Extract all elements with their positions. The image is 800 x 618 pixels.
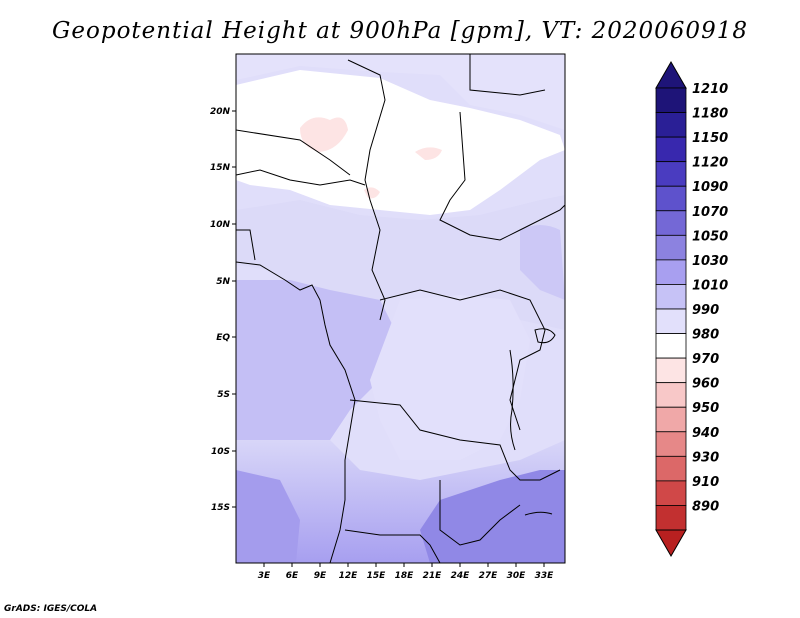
border-libya-egypt — [469, 54, 546, 96]
lon-label: 18E — [395, 571, 415, 581]
field-west-zone — [236, 280, 400, 440]
colorbar-box — [655, 505, 687, 531]
lon-label: 3E — [258, 571, 271, 581]
colorbar-label: 1180 — [692, 107, 728, 122]
border-mali-niger — [236, 129, 351, 176]
colorbar-box — [655, 382, 687, 408]
colorbar-box — [655, 259, 687, 285]
plot-frame — [235, 53, 566, 564]
colorbar-box — [655, 357, 687, 384]
colorbar-box — [655, 308, 687, 334]
footer-credit: GrADS: IGES/COLA — [4, 604, 98, 614]
colorbar-label: 990 — [692, 303, 719, 318]
border-niger-chad — [347, 59, 386, 321]
colorbar-box — [655, 136, 687, 163]
colorbar-label: 1010 — [692, 278, 728, 293]
colorbar-label: 1030 — [692, 254, 728, 269]
colorbar-box — [655, 210, 687, 236]
field-congo-basin — [370, 295, 530, 460]
border-zambia — [439, 480, 521, 546]
field-southeast-zone — [420, 470, 565, 563]
border-drc-south — [349, 399, 561, 481]
colorbar-label: 1210 — [692, 82, 728, 97]
colorbar: 1210 1180 1150 1120 1090 1070 1050 1030 1010 990 9… — [655, 60, 728, 558]
lat-label: 20N — [210, 107, 231, 117]
colorbar-label: 970 — [692, 352, 719, 367]
chart-title: Geopotential Height at 900hPa [gpm], VT:… — [52, 18, 748, 44]
lake-tanganyika — [509, 349, 516, 451]
colorbar-box — [655, 284, 687, 310]
border-angola-namibia — [344, 529, 441, 563]
field-east-highlands — [520, 225, 565, 300]
colorbar-box — [655, 234, 687, 261]
lon-label: 21E — [423, 571, 443, 581]
colorbar-labels: 1210 1180 1150 1120 1090 1070 1050 1030 1010 990 9… — [692, 82, 728, 514]
colorbar-label: 980 — [692, 328, 719, 343]
colorbar-label: 940 — [692, 426, 719, 441]
border-sahel — [236, 169, 366, 186]
colorbar-box — [655, 455, 687, 482]
lon-label: 24E — [451, 571, 471, 581]
field-pink-patch-1 — [300, 117, 348, 152]
colorbar-bottom-arrow — [655, 529, 687, 558]
lat-label: 15S — [211, 503, 230, 513]
colorbar-box — [655, 185, 687, 212]
colorbar-label: 1050 — [692, 229, 728, 244]
colorbar-label: 1150 — [692, 131, 728, 146]
lon-label: 15E — [367, 571, 387, 581]
colorbar-label: 930 — [692, 450, 719, 465]
colorbar-box — [655, 161, 687, 187]
field-north-band — [236, 54, 565, 130]
colorbar-label: 910 — [692, 475, 719, 490]
colorbar-label: 950 — [692, 401, 719, 416]
border-drc-north-east — [379, 289, 546, 431]
lake-kariba — [524, 511, 553, 516]
lon-label: 27E — [479, 571, 499, 581]
lat-label: 5S — [217, 390, 230, 400]
lon-axis: 3E 6E 9E 12E 15E 18E 21E 24E 27E 30E 33E — [258, 563, 554, 581]
colorbar-label: 960 — [692, 377, 719, 392]
lake-victoria — [534, 328, 556, 344]
colorbar-box — [655, 406, 687, 433]
lon-label: 33E — [535, 571, 555, 581]
border-westafrica — [236, 229, 256, 261]
border-chad-sudan — [439, 111, 565, 241]
colorbar-box — [655, 333, 687, 359]
lon-label: 30E — [507, 571, 527, 581]
lon-label: 12E — [339, 571, 359, 581]
colorbar-box — [655, 87, 687, 113]
colorbar-top-arrow — [655, 60, 687, 89]
lat-label: 15N — [210, 163, 231, 173]
height-field — [236, 54, 565, 563]
colorbar-box — [655, 480, 687, 506]
colorbar-box — [655, 431, 687, 457]
borders — [236, 54, 565, 563]
lat-label: 5N — [216, 277, 230, 287]
lon-label: 9E — [314, 571, 327, 581]
field-central-band — [236, 195, 565, 330]
field-white-zone — [236, 70, 565, 215]
colorbar-box — [655, 112, 687, 138]
field-southwest-ocean — [236, 470, 300, 563]
lat-label: 10S — [211, 447, 230, 457]
colorbar-label: 890 — [692, 499, 719, 514]
colorbar-label: 1070 — [692, 205, 728, 220]
coastline-west — [236, 261, 356, 563]
lat-label: EQ — [216, 333, 230, 343]
colorbar-label: 1090 — [692, 180, 728, 195]
lat-axis: 20N 15N 10N 5N EQ 5S 10S 15S — [210, 107, 236, 513]
colorbar-label: 1120 — [692, 156, 728, 171]
field-pink-patch-2 — [415, 147, 442, 160]
colorbar-boxes — [655, 87, 687, 531]
lat-label: 10N — [210, 220, 231, 230]
lon-label: 6E — [286, 571, 299, 581]
